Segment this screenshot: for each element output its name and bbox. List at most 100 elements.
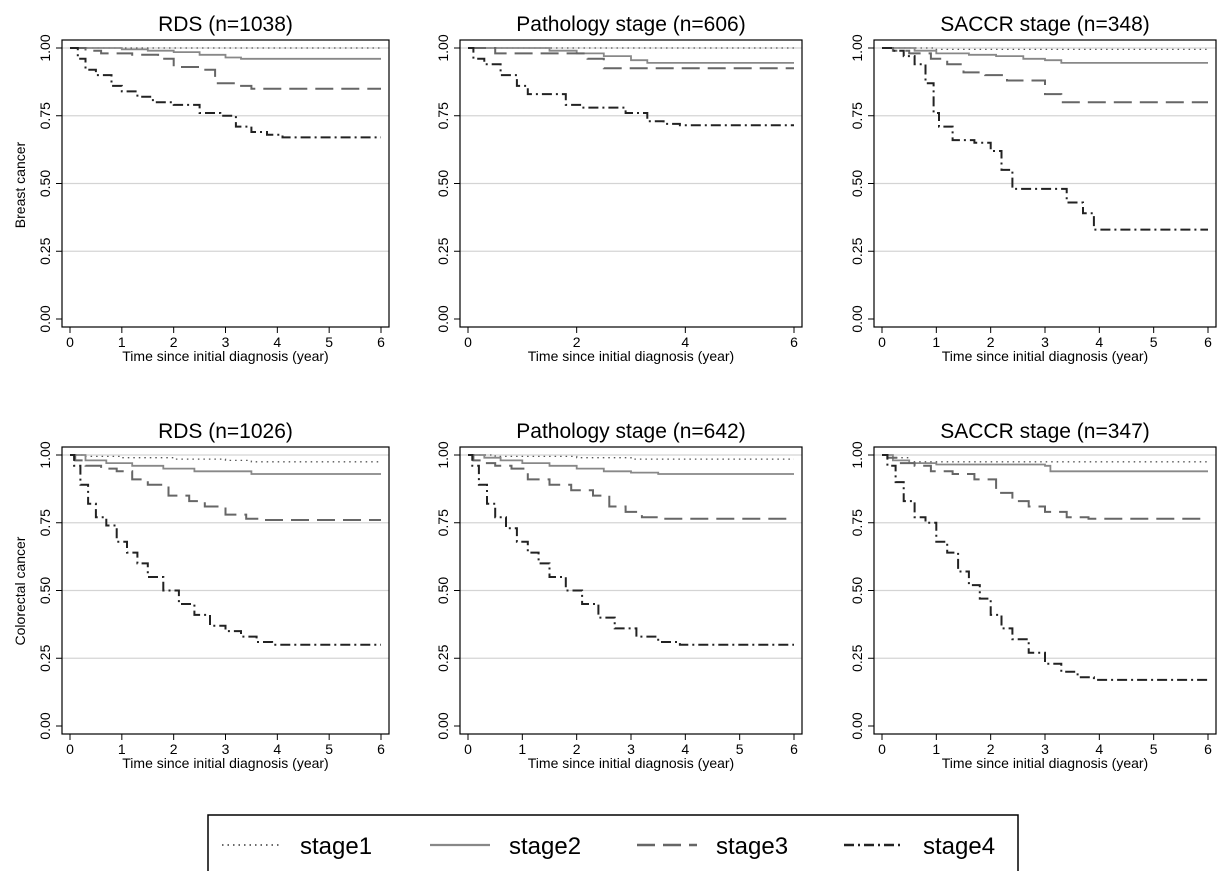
series-stage3: [882, 47, 1208, 104]
y-tick-label: 1.00: [37, 34, 53, 61]
x-tick-label: 6: [377, 334, 385, 350]
panel-title: SACCR stage (n=347): [940, 420, 1150, 443]
x-tick-label: 1: [932, 741, 940, 757]
y-tick-label: 1.00: [435, 34, 451, 61]
y-tick-label: 0.25: [37, 644, 53, 671]
x-tick-label: 0: [464, 741, 472, 757]
series-stage4: [468, 454, 794, 646]
legend-box: [207, 814, 1019, 871]
y-tick-label: 0.50: [37, 577, 53, 604]
x-tick-label: 5: [1150, 741, 1158, 757]
panel-title: RDS (n=1038): [158, 13, 293, 36]
series-stage1: [468, 454, 794, 460]
y-tick-label: 0.25: [37, 237, 53, 264]
y-tick-label: 0.00: [435, 712, 451, 739]
series-stage1: [70, 454, 381, 463]
y-tick-label: 0.00: [37, 305, 53, 332]
y-tick-label: 0.00: [37, 712, 53, 739]
x-axis-label: Time since initial diagnosis (year): [122, 755, 328, 771]
x-tick-label: 3: [1041, 741, 1049, 757]
legend-label-stage1: stage1: [300, 833, 372, 860]
panels-layer: RDS (n=1038) 0.00 0.25 0.50 0.75 1.00 0 1 2 3 4 5 6 T…: [37, 13, 1217, 771]
row-label-colorectal: Colorectal cancer: [12, 536, 28, 645]
x-tick-label: 3: [627, 741, 635, 757]
x-tick-label: 3: [1041, 334, 1049, 350]
series-stage2: [882, 47, 1208, 64]
x-tick-label: 6: [790, 334, 798, 350]
x-tick-label: 0: [66, 741, 74, 757]
y-tick-label: 0.50: [435, 577, 451, 604]
x-tick-label: 2: [987, 334, 995, 350]
x-tick-label: 6: [1204, 741, 1212, 757]
y-tick-label: 0.00: [849, 712, 865, 739]
series-stage4: [70, 454, 381, 646]
x-tick-label: 3: [222, 334, 230, 350]
x-tick-label: 5: [325, 741, 333, 757]
y-tick-label: 0.25: [849, 237, 865, 264]
x-tick-label: 1: [932, 334, 940, 350]
legend-label-stage4: stage4: [923, 833, 995, 860]
x-tick-label: 0: [878, 334, 886, 350]
x-tick-label: 6: [377, 741, 385, 757]
series-stage3: [468, 47, 794, 70]
x-tick-label: 4: [681, 334, 689, 350]
y-tick-label: 0.50: [849, 170, 865, 197]
x-tick-label: 2: [573, 741, 581, 757]
panel-title: SACCR stage (n=348): [940, 13, 1150, 36]
panel-breast-pathology: Pathology stage (n=606) 0.00 0.25 0.50 0.75 1…: [435, 13, 803, 364]
x-tick-label: 2: [170, 334, 178, 350]
y-tick-label: 0.75: [435, 509, 451, 536]
x-axis-label: Time since initial diagnosis (year): [942, 755, 1148, 771]
y-tick-label: 1.00: [849, 441, 865, 468]
panel-title: Pathology stage (n=606): [516, 13, 745, 36]
x-tick-label: 1: [118, 334, 126, 350]
panel-breast-rds: RDS (n=1038) 0.00 0.25 0.50 0.75 1.00 0 1 2 3 4 5 6 T…: [37, 13, 390, 364]
series-stage4: [882, 47, 1208, 231]
y-tick-label: 0.75: [849, 509, 865, 536]
panel-title: RDS (n=1026): [158, 420, 293, 443]
y-tick-label: 1.00: [435, 441, 451, 468]
x-axis-label: Time since initial diagnosis (year): [528, 348, 734, 364]
series-stage2: [882, 454, 1208, 473]
x-tick-label: 6: [1204, 334, 1212, 350]
y-tick-label: 0.75: [37, 509, 53, 536]
x-tick-label: 1: [518, 741, 526, 757]
x-tick-label: 1: [118, 741, 126, 757]
x-axis-label: Time since initial diagnosis (year): [122, 348, 328, 364]
y-tick-label: 1.00: [37, 441, 53, 468]
x-tick-label: 2: [987, 741, 995, 757]
panel-title: Pathology stage (n=642): [516, 420, 745, 443]
x-tick-label: 0: [878, 741, 886, 757]
x-tick-label: 4: [273, 741, 281, 757]
y-tick-label: 0.00: [435, 305, 451, 332]
series-stage3: [70, 47, 381, 90]
legend-label-stage3: stage3: [716, 833, 788, 860]
x-axis-label: Time since initial diagnosis (year): [942, 348, 1148, 364]
x-tick-label: 4: [681, 741, 689, 757]
y-tick-label: 0.50: [849, 577, 865, 604]
y-tick-label: 0.75: [435, 102, 451, 129]
row-labels: Breast cancer Colorectal cancer: [12, 141, 28, 645]
y-tick-label: 1.00: [849, 34, 865, 61]
x-tick-label: 4: [1095, 334, 1103, 350]
series-stage3: [882, 454, 1208, 520]
x-tick-label: 2: [573, 334, 581, 350]
row-label-breast: Breast cancer: [12, 141, 28, 228]
x-tick-label: 5: [1150, 334, 1158, 350]
panel-colorectal-rds: RDS (n=1026) 0.00 0.25 0.50 0.75 1.00 0 1 2 3 4 5 6 T…: [37, 420, 390, 771]
series-stage2: [468, 454, 794, 475]
x-tick-label: 3: [222, 741, 230, 757]
y-tick-label: 0.50: [37, 170, 53, 197]
series-stage3: [468, 454, 794, 520]
x-tick-label: 4: [1095, 741, 1103, 757]
legend: stage1 stage2 stage3 stage4: [207, 814, 1019, 871]
series-stage4: [468, 47, 794, 127]
panel-colorectal-saccr: SACCR stage (n=347) 0.00 0.25 0.50 0.75 1.00 0…: [849, 420, 1217, 771]
series-stage3: [70, 454, 381, 521]
series-stage4: [70, 47, 381, 139]
x-tick-label: 5: [325, 334, 333, 350]
y-tick-label: 0.25: [435, 237, 451, 264]
x-tick-label: 0: [66, 334, 74, 350]
series-stage2: [70, 47, 381, 60]
